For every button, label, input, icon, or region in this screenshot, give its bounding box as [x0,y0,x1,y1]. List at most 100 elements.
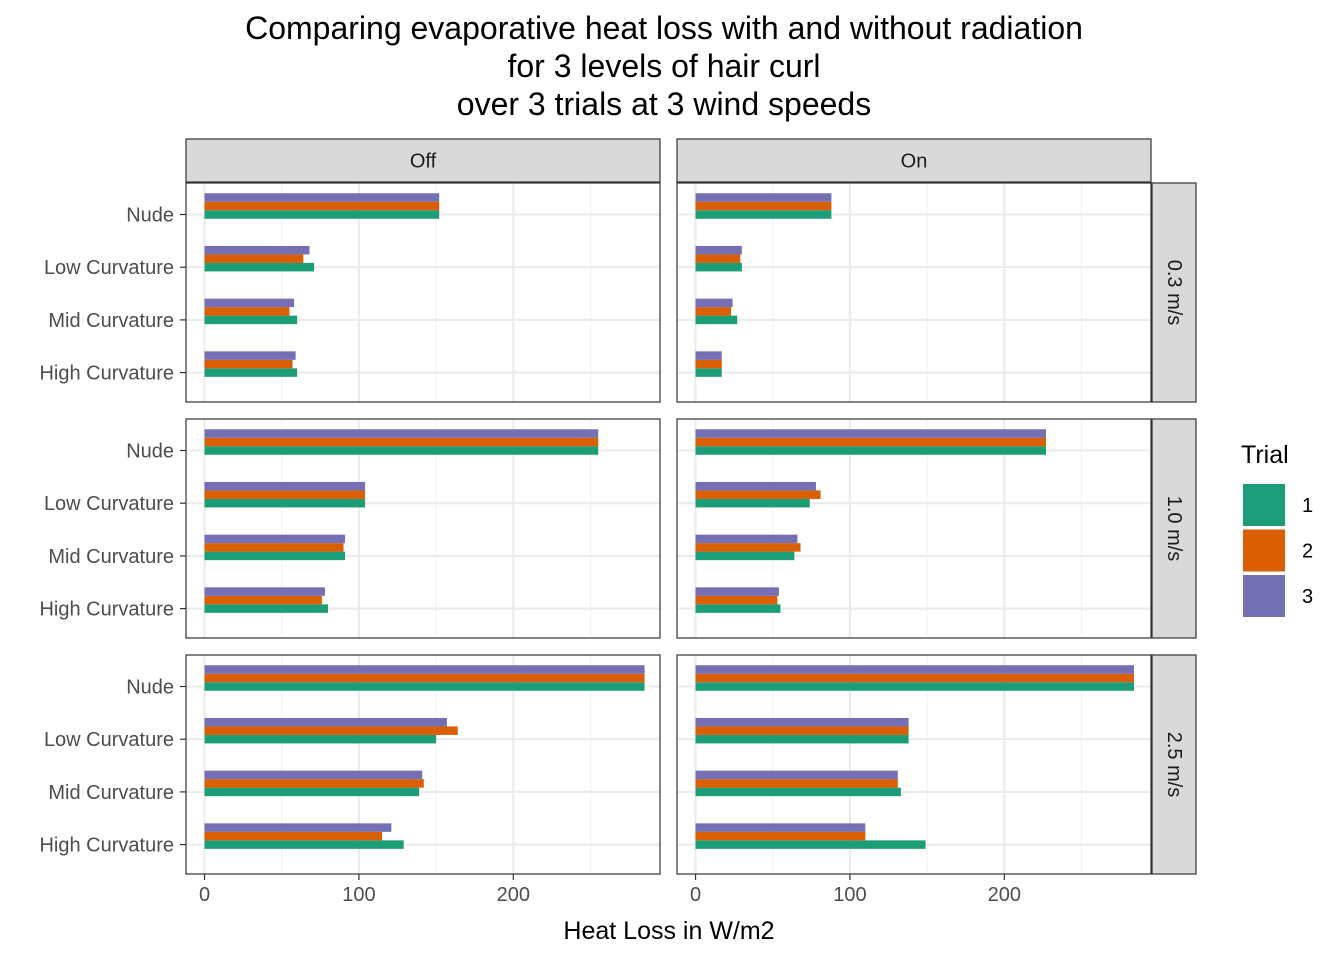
bar-trial-2-nude [695,673,1135,683]
bar-trial-2-nude [204,201,440,211]
bar-trial-3-mid-curvature [695,534,798,544]
x-axis-title: Heat Loss in W/m2 [563,917,774,945]
bar-trial-2-high-curvature [204,595,322,605]
facet-strip-on [676,138,1152,183]
bar-trial-2-low-curvature [695,490,821,499]
panel-off-25ms [185,654,661,875]
bar-trial-2-high-curvature [695,595,778,605]
legend-title: Trial [1241,441,1289,469]
bar-trial-1-nude [695,446,1047,455]
bar-trial-1-mid-curvature [204,315,298,325]
panel-off-10ms [185,418,661,639]
bar-trial-3-low-curvature [204,481,366,491]
facet-strip-row [1151,182,1197,403]
bar-trial-3-low-curvature [695,245,742,255]
panel-on-10ms [676,418,1152,639]
bar-trial-1-mid-curvature [695,551,795,561]
legend-swatch-3 [1243,575,1285,617]
bar-trial-3-mid-curvature [695,298,733,308]
x-tick-label: 100 [342,884,375,906]
bar-trial-2-low-curvature [695,254,741,263]
bar-trial-2-low-curvature [204,254,304,263]
facet-strip-off [185,138,661,183]
bar-trial-2-high-curvature [695,359,722,369]
y-tick-label: Mid Curvature [48,782,174,804]
bar-trial-3-nude [695,665,1135,674]
legend-swatch-2 [1243,529,1285,572]
bar-trial-1-low-curvature [204,734,437,744]
bar-trial-1-low-curvature [695,734,909,744]
chart-title-line-1: Comparing evaporative heat loss with and… [245,10,1083,46]
chart-title-line-2: for 3 levels of hair curl [507,48,820,84]
x-tick-label: 0 [690,884,701,906]
bar-trial-1-mid-curvature [695,315,738,325]
bar-trial-1-mid-curvature [695,787,901,797]
bar-trial-3-low-curvature [695,717,909,727]
bar-trial-1-nude [204,682,645,691]
bar-trial-1-nude [204,210,440,219]
bar-trial-2-mid-curvature [695,543,801,552]
bar-trial-2-high-curvature [204,359,293,369]
bar-trial-2-mid-curvature [204,543,344,552]
bar-trial-3-high-curvature [695,587,779,596]
bar-trial-3-nude [695,193,832,202]
panel-border [676,654,1152,875]
bar-trial-3-nude [204,429,599,438]
x-tick-label: 100 [833,884,866,906]
panel-border [185,182,661,403]
panel-background [677,183,1151,402]
facet-strip-row [1151,654,1197,875]
legend-label-1: 1 [1302,495,1313,517]
bar-trial-3-mid-curvature [204,534,346,544]
panel-on-03ms [676,182,1152,403]
y-tick-label: Low Curvature [44,729,174,751]
bar-trial-1-mid-curvature [204,551,346,561]
facet-strip-row-label: 0.3 m/s [1163,260,1185,326]
bar-trial-3-low-curvature [204,245,310,255]
bar-trial-3-high-curvature [204,587,325,596]
bar-trial-3-high-curvature [695,351,722,360]
bar-trial-1-low-curvature [695,498,810,508]
bar-trial-1-high-curvature [695,368,722,377]
bar-trial-1-low-curvature [204,498,366,508]
x-tick-label: 200 [497,884,530,906]
bar-trial-1-high-curvature [695,604,781,613]
y-tick-label: Low Curvature [44,493,174,515]
panel-border [676,182,1152,403]
legend-swatch-1 [1243,484,1285,526]
panel-border [185,654,661,875]
facet-strip-row [1151,418,1197,639]
bar-trial-3-high-curvature [695,823,866,832]
bar-trial-1-high-curvature [204,840,404,849]
y-tick-label: Nude [126,205,174,227]
bar-trial-3-mid-curvature [204,298,295,308]
y-tick-label: High Curvature [39,363,174,385]
legend-label-3: 3 [1302,586,1313,608]
axes: Nude Low Curvature Mid Curvature High Curva… [39,205,1021,907]
legend-label-2: 2 [1302,541,1313,563]
bar-trial-2-mid-curvature [695,307,732,316]
y-tick-label: Nude [126,677,174,699]
bar-trial-1-high-curvature [204,604,329,613]
bar-trial-2-low-curvature [204,490,366,499]
bar-trial-2-nude [204,673,645,683]
facet-strip-label: Off [410,151,437,173]
bar-trial-2-nude [204,437,599,447]
bar-trial-3-nude [204,665,645,674]
bar-trial-1-low-curvature [695,262,742,272]
facet-strip-label: On [901,151,928,173]
bar-trial-2-low-curvature [204,726,458,735]
bar-trial-1-mid-curvature [204,787,420,797]
facet-strip-row-label: 1.0 m/s [1163,496,1185,562]
facet-strip-row-label: 2.5 m/s [1163,732,1185,798]
bar-trial-2-nude [695,201,832,211]
panel-off-03ms [185,182,661,403]
legend: Trial 1 2 3 [1241,441,1313,617]
bar-trial-2-mid-curvature [204,779,424,788]
x-tick-label: 0 [199,884,210,906]
bar-trial-3-mid-curvature [695,770,898,780]
bar-trial-3-nude [695,429,1047,438]
x-tick-label: 200 [988,884,1021,906]
bar-trial-1-nude [695,682,1135,691]
facet-panels: Off On 0.3 m/s 1.0 m/s 2.5 m/s [185,138,1197,875]
